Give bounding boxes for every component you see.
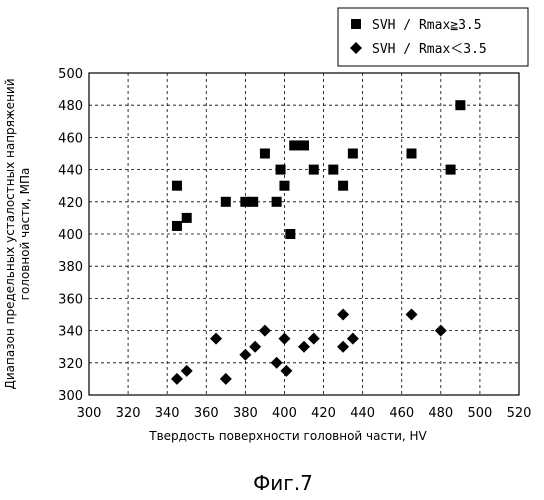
y-tick-label: 400: [58, 228, 83, 243]
diamond-point: [210, 333, 222, 345]
y-axis-ticks: 300 320 340 360 380 400 420 440 460 480 500: [58, 67, 83, 404]
square-point: [446, 165, 456, 175]
diamond-point: [220, 373, 232, 385]
diamond-point: [337, 341, 349, 353]
diamond-point: [181, 365, 193, 377]
square-point: [309, 165, 319, 175]
diamond-point: [298, 341, 310, 353]
y-tick-label: 420: [58, 196, 83, 211]
y-axis-label-line2: головной части, МПа: [18, 168, 32, 301]
figure-caption: Фиг.7: [253, 471, 313, 495]
diamond-point: [278, 333, 290, 345]
diamond-point: [171, 373, 183, 385]
square-point: [276, 165, 286, 175]
x-tick-label: 520: [507, 406, 532, 421]
x-tick-label: 420: [311, 406, 336, 421]
square-point: [272, 197, 282, 207]
square-point: [182, 213, 192, 223]
square-point: [348, 149, 358, 159]
diamond-point: [406, 309, 418, 321]
diamond-point: [271, 357, 283, 369]
square-point: [221, 197, 231, 207]
x-tick-label: 440: [350, 406, 375, 421]
x-tick-label: 300: [77, 406, 102, 421]
legend-label-series-2: SVH / Rmax＜3.5: [372, 42, 487, 57]
legend: SVH / Rmax≧3.5 SVH / Rmax＜3.5: [338, 8, 528, 66]
legend-box: [338, 8, 528, 66]
square-point: [248, 197, 258, 207]
y-tick-label: 360: [58, 292, 83, 307]
diamond-point: [337, 309, 349, 321]
diamond-point: [239, 349, 251, 361]
diamond-point: [435, 325, 447, 337]
x-axis-ticks: 300 320 340 360 380 400 420 440 460 480 500 520: [77, 406, 532, 421]
y-tick-label: 460: [58, 131, 83, 146]
square-point: [338, 181, 348, 191]
square-point: [279, 181, 289, 191]
x-tick-label: 460: [389, 406, 414, 421]
diamond-point: [280, 365, 292, 377]
square-point: [289, 140, 299, 150]
x-tick-label: 320: [116, 406, 141, 421]
square-point: [260, 149, 270, 159]
y-tick-label: 320: [58, 357, 83, 372]
x-tick-label: 400: [272, 406, 297, 421]
square-point: [172, 221, 182, 231]
y-tick-label: 380: [58, 260, 83, 275]
square-point: [172, 181, 182, 191]
square-point: [455, 100, 465, 110]
x-tick-label: 480: [428, 406, 453, 421]
y-axis-label-line1: Диапазон предельных усталостных напряжен…: [3, 78, 17, 389]
x-tick-label: 340: [155, 406, 180, 421]
square-point: [299, 140, 309, 150]
y-tick-label: 300: [58, 389, 83, 404]
y-tick-label: 340: [58, 325, 83, 340]
square-point: [328, 165, 338, 175]
diamond-point: [347, 333, 359, 345]
square-point: [407, 149, 417, 159]
square-point: [285, 229, 295, 239]
x-axis-label: Твердость поверхности головной части, HV: [148, 429, 427, 443]
data-points: [171, 100, 465, 385]
diamond-point: [308, 333, 320, 345]
x-tick-label: 360: [194, 406, 219, 421]
y-tick-label: 480: [58, 99, 83, 114]
y-tick-label: 500: [58, 67, 83, 82]
diamond-point: [249, 341, 261, 353]
x-tick-label: 500: [467, 406, 492, 421]
x-tick-label: 380: [233, 406, 258, 421]
diamond-point: [259, 325, 271, 337]
y-tick-label: 440: [58, 164, 83, 179]
legend-square-marker: [351, 19, 361, 29]
legend-label-series-1: SVH / Rmax≧3.5: [372, 18, 482, 33]
